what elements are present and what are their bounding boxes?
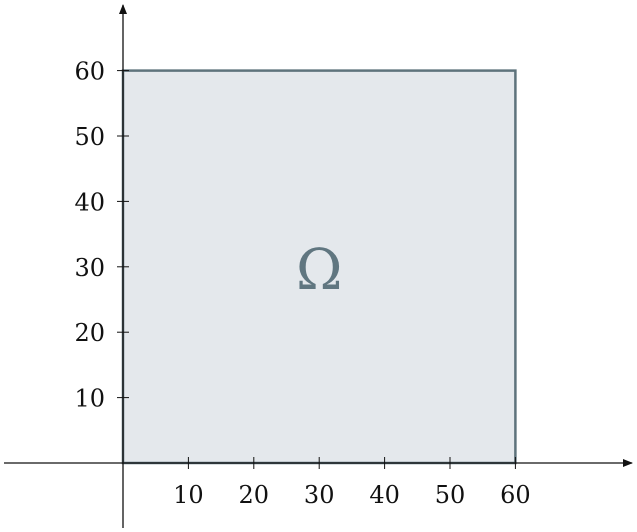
y-tick-label: 20 [74,319,105,347]
x-axis-ticks: 10 20 30 40 50 60 [173,457,531,509]
domain-label-omega: Ω [296,238,342,303]
y-tick-label: 10 [74,385,105,413]
y-tick-label: 40 [74,188,105,216]
domain-region [121,69,517,465]
y-tick-label: 60 [74,58,105,86]
x-tick-label: 20 [239,481,270,509]
x-tick-label: 30 [304,481,335,509]
y-tick-label: 30 [74,254,105,282]
x-tick-label: 40 [369,481,400,509]
x-tick-label: 60 [500,481,531,509]
x-tick-label: 50 [435,481,466,509]
y-tick-label: 50 [74,123,105,151]
x-tick-label: 10 [173,481,204,509]
y-axis-ticks: 10 20 30 40 50 60 [74,58,129,413]
